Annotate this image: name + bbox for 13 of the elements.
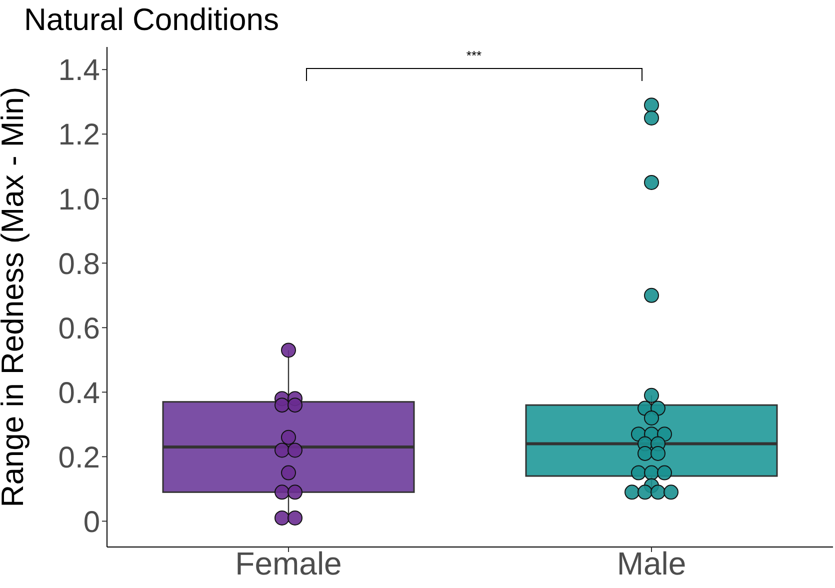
y-tick-label: 0 (83, 506, 100, 539)
y-tick-label: 0.2 (58, 441, 100, 474)
y-tick-label: 1.2 (58, 118, 100, 152)
chart-title: Natural Conditions (24, 2, 280, 38)
y-tick-label: 0.6 (58, 312, 100, 346)
x-tick-label: Male (616, 546, 686, 582)
y-tick-label: 1.4 (58, 54, 100, 88)
y-tick-label: 1.0 (58, 183, 100, 216)
x-tick-label: Female (235, 546, 342, 582)
y-tick-label: 0.4 (58, 376, 100, 410)
y-tick-label: 0.8 (58, 248, 100, 281)
y-axis-title: Range in Redness (Max - Min) (0, 86, 30, 508)
annotation: *** (465, 48, 483, 63)
